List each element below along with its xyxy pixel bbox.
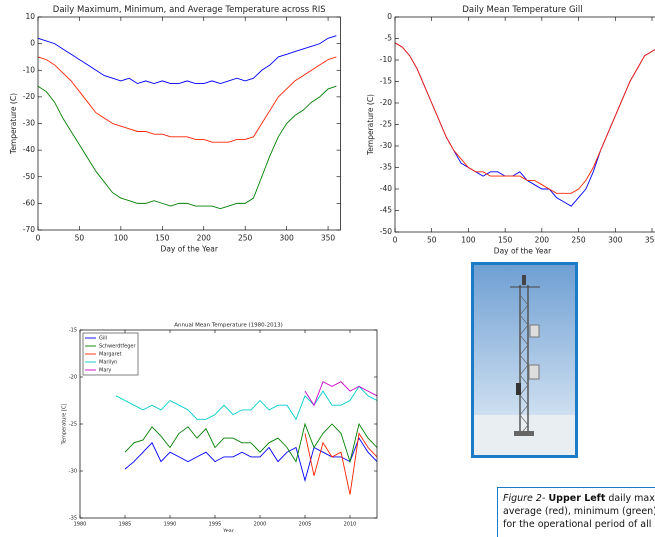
x-tick-label: 1995	[209, 522, 222, 528]
data-line	[37, 56, 337, 143]
y-tick-label: -40	[380, 184, 392, 193]
y-tick-label: 10	[25, 12, 35, 21]
x-axis-label: Day of the Year	[494, 247, 552, 256]
chart-title: Annual Mean Temperature (1980-2013)	[174, 323, 282, 329]
data-line	[124, 437, 378, 483]
plot-area	[38, 17, 341, 230]
y-tick-label: -5	[385, 34, 393, 43]
y-tick-label: -25	[380, 120, 392, 129]
station-photo	[471, 262, 578, 458]
x-axis-label: Day of the Year	[161, 245, 219, 254]
y-tick-label: -30	[23, 119, 35, 128]
legend-label: Schwerdtfeger	[99, 344, 136, 350]
y-tick-label: -20	[69, 375, 77, 381]
x-tick-label: 0	[393, 236, 398, 245]
y-tick-label: -15	[380, 77, 392, 86]
y-tick-label: -30	[69, 469, 77, 475]
x-tick-label: 50	[75, 234, 85, 243]
y-tick-label: -30	[380, 141, 392, 150]
data-line	[115, 385, 378, 421]
y-tick-label: -35	[69, 516, 77, 522]
data-line	[304, 381, 378, 407]
y-tick-label: -20	[23, 92, 35, 101]
enclosure	[528, 364, 540, 380]
battery	[516, 383, 521, 395]
y-tick-label: -60	[23, 198, 35, 207]
x-axis-label: Year	[222, 529, 235, 533]
x-tick-label: 200	[197, 234, 212, 243]
x-tick-label: 2000	[254, 522, 267, 528]
y-tick-label: -10	[380, 55, 392, 64]
x-tick-label: 0	[36, 234, 41, 243]
chart-title: Daily Mean Temperature Gill	[462, 5, 582, 15]
y-tick-label: -50	[23, 172, 35, 181]
x-tick-label: 50	[427, 236, 437, 245]
x-tick-label: 100	[114, 234, 129, 243]
data-line	[124, 422, 378, 464]
y-tick-label: -20	[380, 98, 392, 107]
caption-label: Figure 2-	[503, 493, 546, 504]
data-line	[37, 35, 337, 85]
data-line	[37, 85, 337, 210]
x-tick-label: 250	[571, 236, 586, 245]
x-tick-label: 350	[321, 234, 336, 243]
x-tick-label: 1985	[119, 522, 132, 528]
y-tick-label: -40	[23, 145, 35, 154]
photo-drawing	[474, 265, 575, 455]
x-tick-label: 2005	[299, 522, 312, 528]
caption-line: daily maximum (blue),	[608, 493, 655, 504]
caption-bold: Upper Left	[548, 493, 606, 504]
y-axis-label: Temperature (C)	[366, 94, 375, 156]
x-tick-label: 2010	[344, 522, 357, 528]
data-line	[394, 42, 655, 194]
legend-label: Margaret	[99, 352, 122, 358]
anemometer	[522, 275, 526, 285]
y-tick-label: -25	[69, 422, 77, 428]
legend-label: Mary	[99, 368, 111, 374]
legend-label: Gill	[99, 336, 107, 342]
caption-line: average (red), minimum (green) temperatu…	[503, 506, 655, 517]
x-tick-label: 350	[645, 236, 655, 245]
y-tick-label: -70	[23, 225, 35, 234]
y-tick-label: -45	[380, 206, 392, 215]
x-tick-label: 150	[498, 236, 513, 245]
x-tick-label: 200	[535, 236, 550, 245]
y-tick-label: -10	[23, 65, 35, 74]
y-tick-label: -35	[380, 163, 392, 172]
x-tick-label: 1980	[74, 522, 87, 528]
y-tick-label: -15	[69, 328, 77, 334]
x-tick-label: 250	[238, 234, 253, 243]
plot-area	[395, 17, 655, 232]
y-axis-label: Temperature [C]	[62, 404, 68, 446]
x-tick-label: 300	[279, 234, 294, 243]
x-tick-label: 1990	[164, 522, 177, 528]
x-tick-label: 300	[608, 236, 623, 245]
y-tick-label: 0	[387, 12, 392, 21]
y-tick-label: 0	[30, 39, 35, 48]
x-tick-label: 150	[155, 234, 170, 243]
chart-title: Daily Maximum, Minimum, and Average Temp…	[53, 5, 326, 15]
legend-label: Marilyn	[99, 360, 117, 366]
caption-line: for the operational period of all 14 sta…	[503, 519, 655, 530]
caption: Figure 2- Upper Left daily maximum (blue…	[497, 487, 655, 537]
tower-brace	[519, 294, 529, 436]
x-tick-label: 100	[461, 236, 476, 245]
base	[514, 431, 534, 436]
y-tick-label: -50	[380, 227, 392, 236]
data-line	[304, 432, 378, 495]
y-axis-label: Temperature (C)	[9, 93, 18, 155]
enclosure	[529, 324, 540, 338]
